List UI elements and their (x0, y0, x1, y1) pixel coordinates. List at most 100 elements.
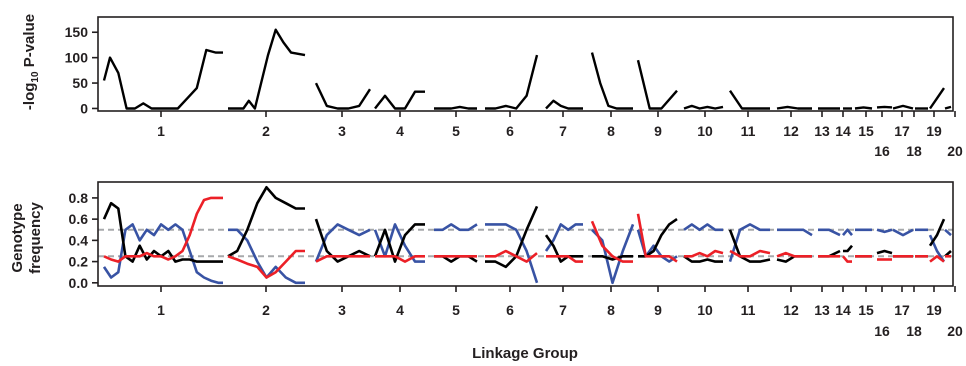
frequency-lg-label-3: 3 (338, 302, 346, 318)
frequency-black-line-lg2 (227, 186, 305, 258)
frequency-blue-line-lg6 (485, 223, 539, 284)
pvalue-y-tick-label: 50 (72, 75, 88, 91)
pvalue-ylabel: -log10 P-value (21, 14, 41, 110)
pvalue-lg-label-6: 6 (506, 123, 514, 139)
frequency-blue-line-lg5 (434, 223, 478, 232)
frequency-lg-label-13: 13 (814, 302, 830, 318)
frequency-lg-label-17: 17 (894, 302, 910, 318)
frequency-blue-line-lg16 (876, 228, 893, 234)
pvalue-line-lg19 (929, 87, 945, 110)
pvalue-lg-label-16: 16 (874, 143, 890, 159)
pvalue-lg-label-13: 13 (814, 123, 830, 139)
frequency-black-line-lg10 (683, 255, 723, 263)
pvalue-lg-label-1: 1 (157, 123, 165, 139)
frequency-x-ticks (160, 286, 956, 292)
frequency-black-line-lg11 (728, 229, 771, 263)
pvalue-line-lg2 (228, 28, 306, 110)
frequency-red-line-lg3 (315, 254, 370, 263)
frequency-ylabel-line1: Genotype (9, 203, 26, 272)
frequency-ylabel-line2: frequency (27, 202, 44, 274)
pvalue-lg-label-4: 4 (396, 123, 404, 139)
pvalue-line-lg17 (892, 104, 914, 110)
frequency-lg-label-4: 4 (396, 302, 404, 318)
frequency-red-line-lg2 (227, 249, 305, 279)
pvalue-lg-label-2: 2 (262, 123, 270, 139)
pvalue-lg-label-7: 7 (559, 123, 567, 139)
frequency-lg-label-9: 9 (654, 302, 662, 318)
frequency-black-line-lg6 (485, 205, 539, 269)
pvalue-lg-label-19: 19 (926, 123, 942, 139)
x-axis-title: Linkage Group (472, 345, 578, 362)
pvalue-lines (102, 28, 952, 110)
frequency-y-tick-label: 0.2 (69, 254, 89, 270)
pvalue-ylabel-subscript: 10 (30, 71, 41, 83)
frequency-lg-label-6: 6 (506, 302, 514, 318)
frequency-black-line-lg1 (102, 201, 223, 263)
frequency-lg-label-15: 15 (858, 302, 874, 318)
frequency-blue-line-lg17 (892, 228, 914, 237)
pvalue-lg-label-14: 14 (835, 123, 851, 139)
frequency-blue-line-lg12 (777, 228, 813, 237)
frequency-y-ticks: 0.0 0.2 0.4 0.6 0.8 (69, 190, 98, 291)
frequency-red-line-lg6 (485, 249, 538, 263)
pvalue-x-ticks (160, 111, 956, 117)
pvalue-y-ticks: 0 50 100 150 (65, 24, 98, 116)
frequency-black-line-lg7 (544, 234, 583, 263)
frequency-blue-line-lg10 (683, 223, 723, 232)
pvalue-lg-label-15: 15 (858, 123, 874, 139)
pvalue-lg-label-20: 20 (947, 143, 963, 159)
pvalue-lg-label-10: 10 (697, 123, 713, 139)
pvalue-lg-label-5: 5 (452, 123, 460, 139)
pvalue-lg-label-12: 12 (783, 123, 799, 139)
pvalue-lg-label-11: 11 (741, 123, 756, 139)
pvalue-line-lg3 (314, 82, 372, 110)
frequency-lg-label-2: 2 (262, 302, 270, 318)
frequency-red-line-lg1 (103, 196, 223, 263)
pvalue-line-lg10 (683, 104, 724, 110)
frequency-red-line-lg14 (842, 255, 852, 263)
frequency-lg-label-12: 12 (783, 302, 799, 318)
pvalue-y-tick-label: 150 (65, 24, 89, 40)
frequency-black-line-lg14 (843, 244, 853, 253)
frequency-red-line-lg9 (636, 213, 678, 263)
frequency-red-line-lg7 (546, 254, 583, 263)
pvalue-y-tick-label: 0 (80, 100, 88, 116)
pvalue-lg-label-8: 8 (607, 123, 615, 139)
frequency-blue-line-lg20 (944, 228, 952, 237)
frequency-black-line-lg8 (592, 254, 633, 261)
pvalue-line-lg1 (102, 48, 223, 110)
frequency-blue-line-lg13 (818, 228, 841, 237)
pvalue-line-lg12 (776, 105, 812, 110)
pvalue-line-lg16 (876, 105, 893, 109)
pvalue-lg-label-18: 18 (906, 143, 922, 159)
frequency-blue-line-lg1 (102, 223, 223, 285)
frequency-red-line-lg8 (590, 220, 633, 263)
frequency-red-line-lg4 (375, 254, 425, 263)
frequency-lg-label-5: 5 (452, 302, 460, 318)
frequency-y-tick-label: 0.6 (69, 211, 89, 227)
frequency-lg-label-11: 11 (741, 302, 756, 318)
frequency-lg-label-10: 10 (697, 302, 713, 318)
frequency-red-line-lg12 (776, 251, 812, 258)
frequency-lines (102, 186, 952, 285)
frequency-blue-line-lg7 (544, 223, 583, 252)
frequency-lg-label-20: 20 (947, 323, 963, 339)
frequency-blue-line-lg11 (728, 223, 770, 262)
pvalue-line-lg20 (944, 105, 952, 110)
pvalue-line-lg11 (729, 90, 770, 110)
frequency-lg-label-14: 14 (835, 302, 851, 318)
frequency-plot-frame (97, 181, 954, 287)
pvalue-line-lg4 (374, 90, 425, 110)
frequency-lg-label-19: 19 (926, 302, 942, 318)
frequency-red-line-lg11 (729, 249, 771, 258)
pvalue-lg-label-9: 9 (654, 123, 662, 139)
frequency-black-line-lg3 (314, 218, 371, 263)
pvalue-lg-label-17: 17 (894, 123, 910, 139)
pvalue-lg-label-3: 3 (338, 123, 346, 139)
frequency-blue-line-lg3 (314, 223, 371, 263)
frequency-red-line-lg19 (929, 254, 945, 263)
pvalue-line-lg7 (545, 99, 583, 110)
